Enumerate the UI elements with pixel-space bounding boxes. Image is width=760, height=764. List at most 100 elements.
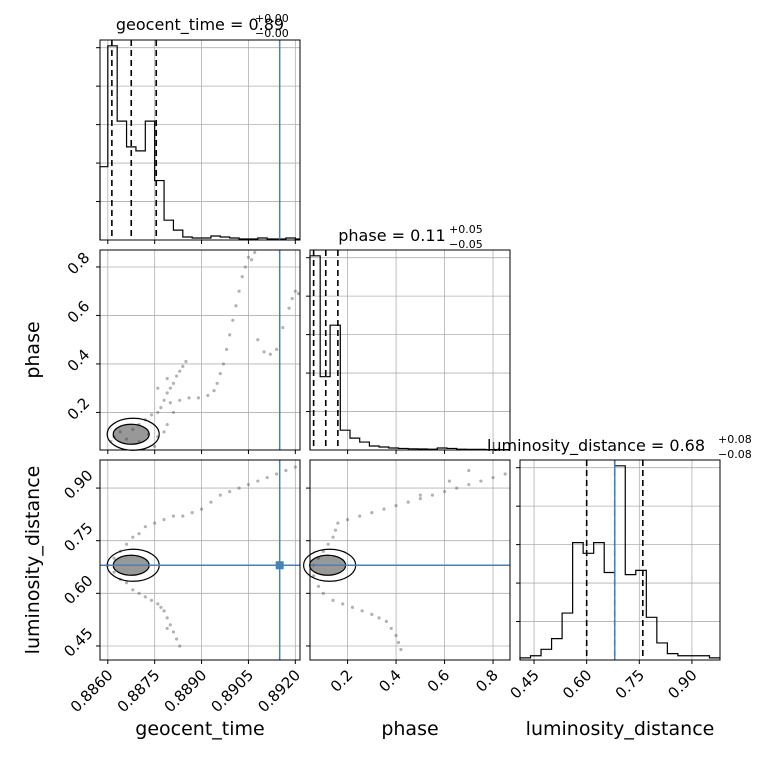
pair-phase-vs-luminosity-distance-sample-30 — [384, 619, 388, 624]
pair-geocent-time-vs-phase-sample-53 — [156, 386, 160, 390]
pair-phase-vs-luminosity-distance-sample-36 — [447, 479, 451, 483]
ytick-label-luminosity-distance-1: 0.60 — [60, 572, 96, 608]
xtick-label-phase-0: 0.2 — [327, 666, 357, 696]
pair-phase-vs-luminosity-distance-sample-12 — [406, 500, 410, 504]
pair-geocent-time-vs-phase-sample-20 — [187, 396, 191, 400]
pair-phase-vs-luminosity-distance-sample-32 — [394, 633, 398, 638]
pair-phase-vs-luminosity-distance-sample-21 — [312, 574, 316, 578]
pair-geocent-time-vs-phase-sample-12 — [168, 386, 172, 390]
pair-geocent-time-vs-luminosity-distance-sample-31 — [162, 609, 166, 613]
hist-phase-steps — [309, 255, 510, 451]
title-luminosity-distance-sub: −0.08 — [718, 448, 752, 461]
pair-geocent-time-vs-luminosity-distance-sample-25 — [124, 581, 129, 585]
pair-geocent-time-vs-phase-sample-22 — [206, 393, 210, 398]
pair-geocent-time-vs-luminosity-distance-sample-20 — [274, 472, 279, 476]
xtick-label-geocent-time-4: 0.8920 — [254, 666, 304, 716]
pair-phase-vs-luminosity-distance-sample-11 — [394, 504, 398, 508]
hist-luminosity-distance-steps — [519, 465, 720, 660]
pair-phase-vs-luminosity-distance-sample-5 — [333, 528, 338, 532]
pair-geocent-time-vs-luminosity-distance-sample-29 — [149, 598, 154, 602]
pair-geocent-time-vs-luminosity-distance-sample-5 — [137, 532, 141, 536]
pair-geocent-time-vs-luminosity-distance-sample-21 — [284, 468, 288, 473]
pair-phase-vs-luminosity-distance-sample-7 — [345, 518, 350, 522]
pair-geocent-time-vs-phase-sample-28 — [228, 333, 232, 337]
pair-geocent-time-vs-luminosity-distance-sample-13 — [209, 500, 213, 504]
xlabel-luminosity-distance: luminosity_distance — [526, 718, 715, 740]
pair-geocent-time-vs-phase-sample-30 — [234, 304, 238, 308]
ytick-label-luminosity-distance-3: 0.90 — [60, 466, 96, 502]
xtick-label-luminosity-distance-0: 0.45 — [507, 666, 543, 702]
xtick-label-geocent-time-1: 0.8875 — [114, 666, 164, 716]
pair-geocent-time-vs-luminosity-distance-sample-16 — [237, 486, 241, 490]
pair-phase-vs-luminosity-distance-sample-8 — [358, 514, 362, 518]
pair-geocent-time-vs-luminosity-distance-sample-33 — [168, 623, 172, 627]
pair-geocent-time-vs-luminosity-distance-sample-3 — [124, 542, 129, 546]
pair-geocent-time-vs-phase-sample-24 — [215, 381, 219, 385]
pair-geocent-time-vs-phase-sample-34 — [246, 255, 251, 259]
pair-phase-vs-luminosity-distance-sample-4 — [331, 535, 335, 539]
pair-phase-vs-luminosity-distance-sample-28 — [370, 612, 374, 616]
pair-geocent-time-vs-phase-contour-inner — [112, 423, 150, 445]
pair-geocent-time-vs-phase-sample-16 — [181, 364, 185, 368]
pair-geocent-time-vs-luminosity-distance-sample-27 — [137, 591, 141, 595]
xtick-label-phase-1: 0.4 — [375, 666, 405, 696]
pair-phase-vs-luminosity-distance-sample-15 — [442, 489, 447, 494]
pair-phase-vs-luminosity-distance-sample-33 — [396, 640, 401, 645]
pair-phase-vs-luminosity-distance-sample-31 — [389, 626, 393, 631]
pair-geocent-time-vs-phase-sample-11 — [165, 391, 169, 395]
pair-geocent-time-vs-phase-sample-38 — [262, 350, 266, 354]
pair-geocent-time-vs-phase-sample-32 — [240, 275, 244, 279]
pair-phase-vs-luminosity-distance-sample-6 — [336, 521, 340, 525]
pair-geocent-time-vs-phase-sample-41 — [287, 306, 291, 310]
pair-geocent-time-vs-phase-sample-43 — [293, 289, 297, 293]
pair-geocent-time-vs-luminosity-distance-sample-11 — [190, 511, 194, 515]
xtick-label-phase-3: 0.8 — [472, 666, 502, 696]
pair-geocent-time-vs-phase-sample-17 — [184, 359, 188, 364]
pair-geocent-time-vs-phase-sample-15 — [178, 369, 182, 373]
pair-phase-vs-luminosity-distance-sample-25 — [341, 602, 345, 606]
pair-geocent-time-vs-luminosity-distance-sample-4 — [131, 535, 135, 539]
pair-geocent-time-vs-luminosity-distance-sample-38 — [165, 626, 169, 631]
pair-geocent-time-vs-luminosity-distance-sample-8 — [162, 518, 166, 522]
pair-geocent-time-vs-luminosity-distance-sample-23 — [112, 570, 116, 574]
pair-phase-vs-luminosity-distance-sample-9 — [370, 511, 374, 515]
pair-geocent-time-vs-luminosity-distance-sample-6 — [143, 525, 147, 529]
pair-geocent-time-vs-phase-sample-10 — [162, 398, 166, 402]
pair-phase-vs-luminosity-distance-sample-24 — [331, 598, 335, 602]
hist-phase-frame — [309, 249, 511, 451]
pair-phase-vs-luminosity-distance-sample-13 — [418, 496, 422, 501]
ytick-label-phase-0: 0.2 — [64, 394, 94, 424]
title-geocent-time-sup: +0.00 — [255, 12, 289, 25]
xlabel-phase: phase — [381, 718, 438, 740]
xlabel-geocent-time: geocent_time — [135, 718, 264, 740]
pair-geocent-time-vs-luminosity-distance-sample-30 — [156, 602, 160, 606]
pair-geocent-time-vs-phase-sample-52 — [171, 410, 176, 415]
ytick-label-phase-1: 0.4 — [64, 346, 94, 376]
pair-geocent-time-vs-luminosity-distance-truth-marker — [275, 561, 284, 570]
pair-phase-vs-luminosity-distance-sample-17 — [467, 482, 471, 487]
pair-geocent-time-vs-phase-sample-7 — [149, 413, 154, 417]
pair-phase-vs-luminosity-distance-frame — [309, 459, 511, 661]
pair-geocent-time-vs-luminosity-distance-sample-34 — [171, 630, 176, 634]
pair-geocent-time-vs-phase-sample-37 — [256, 338, 260, 342]
pair-phase-vs-luminosity-distance-sample-16 — [455, 486, 459, 490]
pair-geocent-time-vs-phase-sample-31 — [237, 289, 241, 293]
pair-geocent-time-vs-luminosity-distance-sample-37 — [159, 605, 163, 609]
title-phase-sub: −0.05 — [449, 238, 483, 251]
hist-geocent-time-steps — [99, 45, 300, 240]
pair-phase-vs-luminosity-distance-sample-23 — [321, 591, 325, 595]
pair-phase-vs-luminosity-distance-sample-35 — [418, 493, 422, 497]
pair-geocent-time-vs-luminosity-distance-sample-7 — [153, 521, 157, 525]
pair-geocent-time-vs-phase-sample-54 — [165, 376, 169, 381]
xtick-label-luminosity-distance-3: 0.90 — [664, 666, 700, 702]
pair-geocent-time-vs-luminosity-distance-sample-10 — [181, 514, 185, 518]
title-geocent-time-sub: −0.00 — [255, 27, 289, 40]
pair-geocent-time-vs-luminosity-distance-sample-17 — [246, 482, 251, 487]
pair-phase-vs-luminosity-distance-sample-29 — [377, 616, 381, 620]
pair-geocent-time-vs-phase-sample-14 — [174, 374, 179, 378]
pair-geocent-time-vs-phase-sample-47 — [162, 430, 166, 434]
pair-geocent-time-vs-phase-sample-21 — [196, 396, 201, 400]
pair-geocent-time-vs-luminosity-distance-sample-22 — [293, 465, 297, 469]
